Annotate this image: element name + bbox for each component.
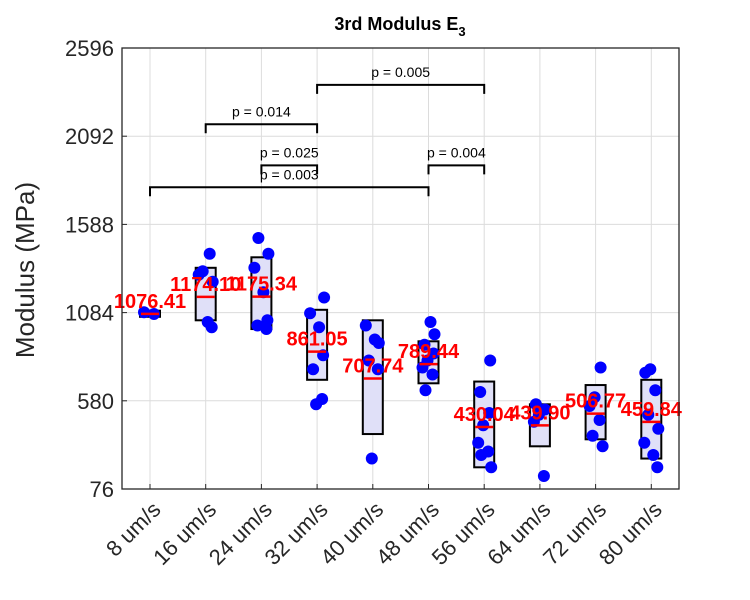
data-point bbox=[484, 354, 497, 367]
data-point bbox=[537, 470, 550, 483]
mean-label: 459.84 bbox=[621, 399, 683, 421]
data-point bbox=[262, 247, 275, 260]
mean-label: 1174.10 bbox=[170, 274, 241, 296]
p-value-label: p = 0.004 bbox=[427, 144, 486, 160]
data-point bbox=[313, 321, 326, 334]
data-point bbox=[261, 314, 274, 327]
bracket bbox=[204, 123, 319, 134]
data-point bbox=[248, 261, 261, 274]
data-point bbox=[206, 275, 219, 288]
data-point bbox=[371, 363, 384, 376]
bracket bbox=[427, 164, 486, 175]
data-point bbox=[252, 232, 265, 245]
mean-label: 1175.34 bbox=[226, 274, 298, 296]
mean-label: 430.04 bbox=[454, 404, 516, 426]
data-point bbox=[372, 337, 385, 350]
data-point bbox=[588, 391, 601, 404]
y-axis-label: Modulus (MPa) bbox=[10, 182, 40, 358]
data-point bbox=[365, 452, 378, 465]
data-point bbox=[647, 449, 660, 462]
data-point bbox=[639, 366, 652, 379]
data-point bbox=[428, 328, 441, 341]
p-value-label: p = 0.025 bbox=[260, 144, 319, 160]
chart-title: 3rd Modulus E3 bbox=[334, 14, 465, 39]
y-tick-label: 1084 bbox=[65, 301, 114, 326]
mean-label: 789.44 bbox=[398, 341, 460, 363]
data-point bbox=[596, 440, 609, 453]
y-tick-label: 76 bbox=[90, 477, 114, 502]
data-point bbox=[638, 436, 651, 449]
data-point bbox=[529, 398, 542, 411]
y-tick-label: 2596 bbox=[65, 36, 114, 61]
data-point bbox=[359, 319, 372, 332]
p-value-label: p = 0.005 bbox=[371, 64, 430, 80]
data-point bbox=[426, 368, 439, 381]
x-tick-label: 80 um/s bbox=[594, 497, 667, 570]
data-point bbox=[586, 429, 599, 442]
data-points bbox=[138, 232, 665, 483]
mean-label: 861.05 bbox=[287, 329, 348, 351]
data-point bbox=[475, 449, 488, 462]
data-point bbox=[474, 386, 487, 399]
data-point bbox=[593, 414, 606, 427]
bracket bbox=[316, 83, 486, 94]
y-tick-label: 2092 bbox=[65, 124, 114, 149]
mean-label: 439.90 bbox=[509, 402, 570, 424]
mean-label: 707.74 bbox=[342, 355, 404, 377]
plot-frame bbox=[121, 47, 680, 490]
bracket bbox=[149, 186, 430, 197]
data-point bbox=[485, 461, 498, 474]
data-point bbox=[472, 436, 485, 449]
data-point bbox=[304, 307, 317, 320]
data-point bbox=[257, 286, 270, 299]
p-value-label: p = 0.014 bbox=[232, 103, 291, 119]
data-point bbox=[418, 338, 431, 351]
data-point bbox=[424, 316, 437, 329]
data-point bbox=[483, 407, 496, 420]
data-point bbox=[651, 461, 664, 474]
data-point bbox=[419, 384, 432, 397]
mean-label: 1076.41 bbox=[114, 291, 186, 313]
data-point bbox=[203, 247, 216, 260]
data-point bbox=[260, 323, 273, 336]
data-point bbox=[307, 363, 320, 376]
significance-brackets: p = 0.003 p = 0.014 p = 0.025 p = 0.005 p = … bbox=[149, 64, 486, 197]
mean-label: 506.77 bbox=[565, 391, 626, 413]
data-point bbox=[477, 419, 490, 432]
data-point bbox=[583, 400, 596, 413]
bracket bbox=[260, 164, 319, 175]
data-point bbox=[594, 361, 607, 374]
data-point bbox=[318, 291, 331, 304]
data-point bbox=[642, 408, 655, 421]
data-point bbox=[192, 268, 205, 281]
data-point bbox=[310, 398, 323, 411]
y-tick-label: 1588 bbox=[65, 212, 114, 237]
y-tick-label: 580 bbox=[77, 389, 114, 414]
data-point bbox=[251, 319, 264, 332]
y-ticks: 76 580 1084 1588 2092 2596 bbox=[65, 36, 127, 502]
x-ticks: 8 um/s16 um/s24 um/s32 um/s40 um/s48 um/… bbox=[101, 484, 667, 570]
data-point bbox=[652, 422, 665, 435]
data-point bbox=[362, 354, 375, 367]
data-point bbox=[205, 321, 218, 334]
data-point bbox=[649, 384, 662, 397]
data-point bbox=[138, 306, 150, 319]
p-value-label: p = 0.003 bbox=[260, 166, 319, 182]
